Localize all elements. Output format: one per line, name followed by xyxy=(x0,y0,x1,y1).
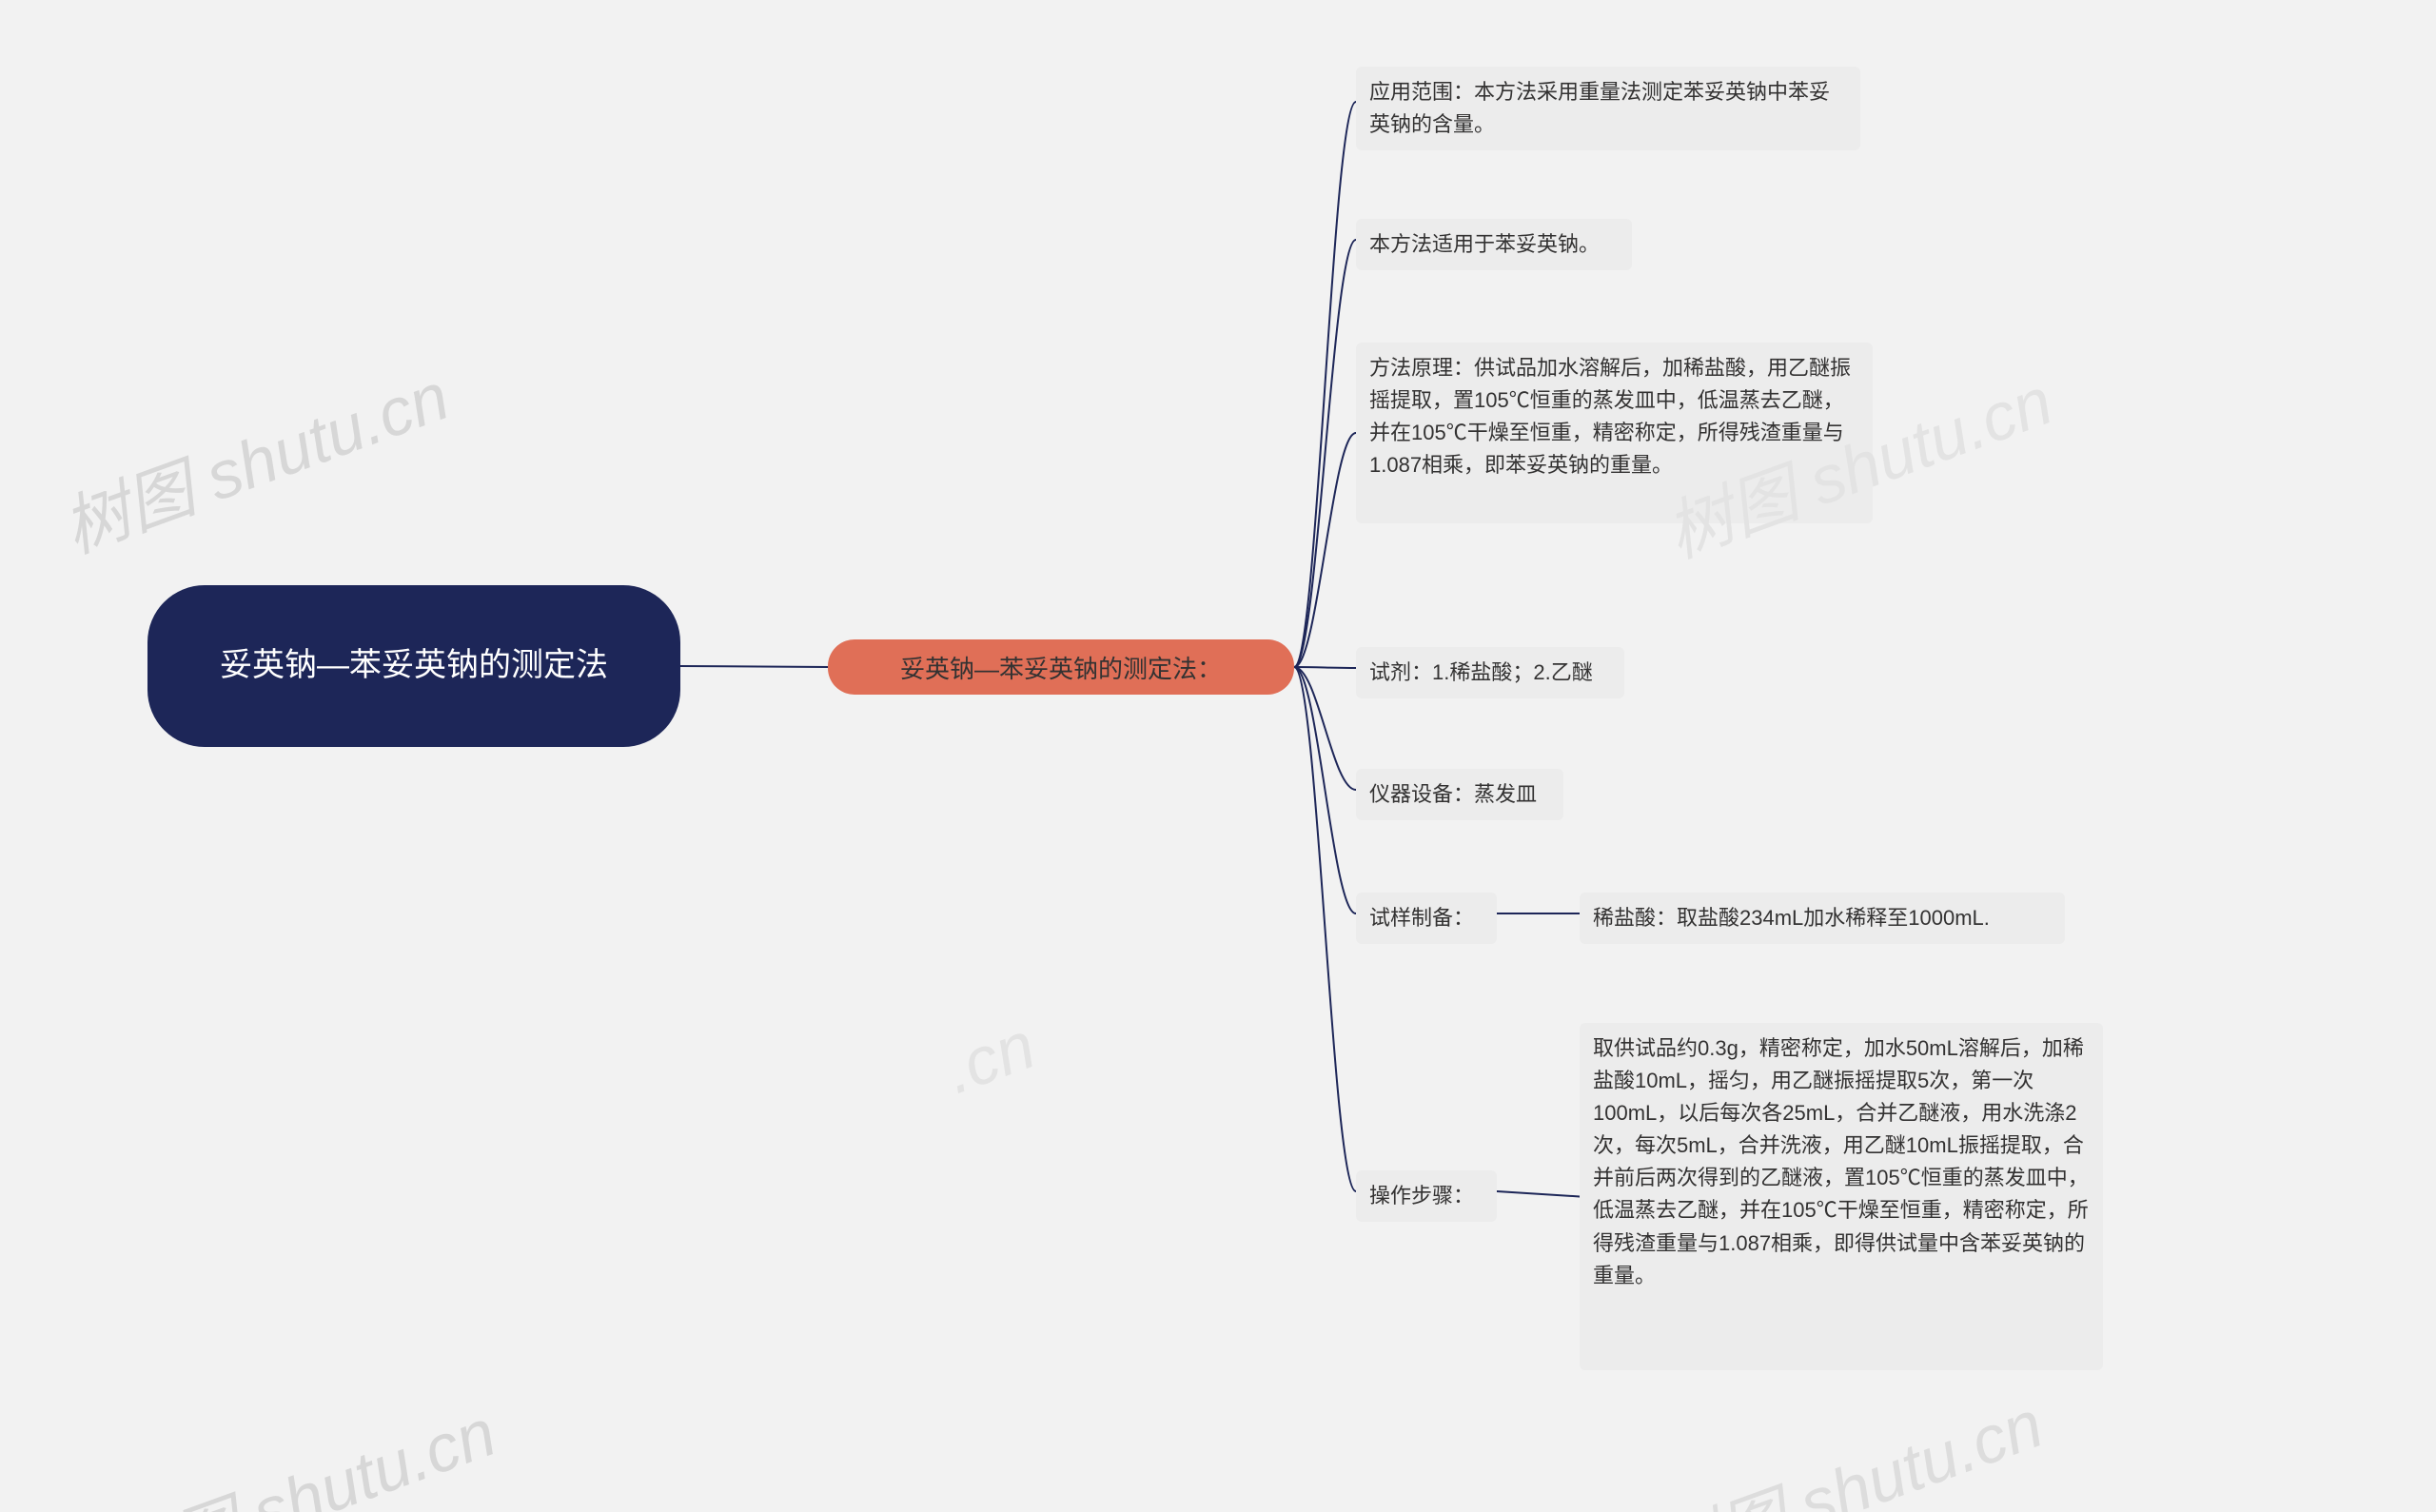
root-node-label: 妥英钠—苯妥英钠的测定法 xyxy=(220,643,608,689)
leaf-node[interactable]: 仪器设备：蒸发皿 xyxy=(1356,769,1563,820)
leaf-node[interactable]: 方法原理：供试品加水溶解后，加稀盐酸，用乙醚振摇提取，置105℃恒重的蒸发皿中，… xyxy=(1356,343,1873,523)
leaf-node-label: 应用范围：本方法采用重量法测定苯妥英钠中苯妥英钠的含量。 xyxy=(1369,76,1847,141)
leaf-node-label: 方法原理：供试品加水溶解后，加稀盐酸，用乙醚振摇提取，置105℃恒重的蒸发皿中，… xyxy=(1369,352,1859,481)
mindmap-canvas: 妥英钠—苯妥英钠的测定法 妥英钠—苯妥英钠的测定法： 应用范围：本方法采用重量法测定… xyxy=(0,0,2436,1512)
leaf-node[interactable]: 试样制备： xyxy=(1356,893,1497,944)
leaf-node-label: 试样制备： xyxy=(1369,902,1474,934)
mid-node-label: 妥英钠—苯妥英钠的测定法： xyxy=(900,650,1222,685)
leaf-node[interactable]: 操作步骤： xyxy=(1356,1170,1497,1222)
leaf-child-label: 取供试品约0.3g，精密称定，加水50mL溶解后，加稀盐酸10mL，摇匀，用乙醚… xyxy=(1593,1032,2090,1292)
leaf-child-node[interactable]: 取供试品约0.3g，精密称定，加水50mL溶解后，加稀盐酸10mL，摇匀，用乙醚… xyxy=(1580,1023,2103,1370)
leaf-node-label: 试剂：1.稀盐酸；2.乙醚 xyxy=(1369,657,1593,689)
leaf-child-node[interactable]: 稀盐酸：取盐酸234mL加水稀释至1000mL. xyxy=(1580,893,2065,944)
leaf-node-label: 仪器设备：蒸发皿 xyxy=(1369,778,1537,811)
leaf-child-label: 稀盐酸：取盐酸234mL加水稀释至1000mL. xyxy=(1593,902,1990,934)
leaf-node[interactable]: 应用范围：本方法采用重量法测定苯妥英钠中苯妥英钠的含量。 xyxy=(1356,67,1860,150)
root-node[interactable]: 妥英钠—苯妥英钠的测定法 xyxy=(147,585,680,747)
leaf-node[interactable]: 本方法适用于苯妥英钠。 xyxy=(1356,219,1632,270)
mid-node[interactable]: 妥英钠—苯妥英钠的测定法： xyxy=(828,639,1294,695)
leaf-node[interactable]: 试剂：1.稀盐酸；2.乙醚 xyxy=(1356,647,1624,698)
leaf-node-label: 本方法适用于苯妥英钠。 xyxy=(1369,228,1600,261)
leaf-node-label: 操作步骤： xyxy=(1369,1180,1474,1212)
